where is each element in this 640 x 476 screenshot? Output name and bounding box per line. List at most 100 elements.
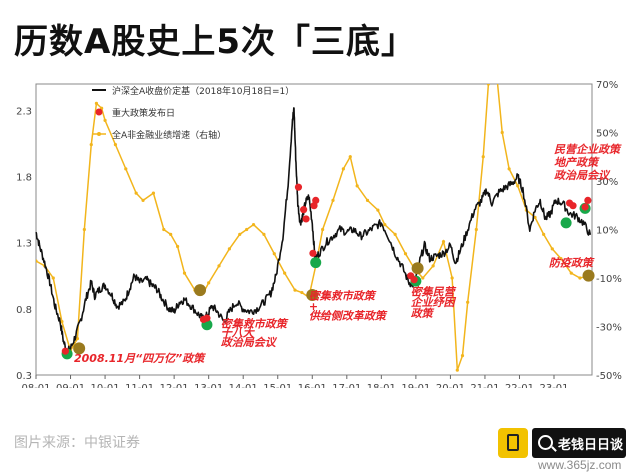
x-tick-label: 22-01 <box>505 383 534 388</box>
x-tick-label: 10-01 <box>91 383 120 388</box>
market-bottom-dot <box>560 217 572 229</box>
legend-label: 沪深全A收盘价定基（2018年10月18日=1） <box>112 85 294 97</box>
credit-growth-point <box>450 276 454 280</box>
credit-growth-point <box>550 247 554 251</box>
y-right-tick-label: 70% <box>596 80 618 91</box>
x-tick-label: 20-01 <box>436 383 465 388</box>
credit-growth-point <box>393 232 397 236</box>
credit-growth-point <box>321 227 325 232</box>
credit-growth-point <box>124 167 128 171</box>
policy-date-dot <box>203 314 211 322</box>
x-tick-label: 16-01 <box>298 383 327 388</box>
credit-growth-point <box>217 264 221 268</box>
y-left-tick-label: 2.3 <box>16 106 32 117</box>
credit-bottom-dot <box>582 269 595 282</box>
market-bottom-dot <box>310 257 322 269</box>
x-tick-label: 18-01 <box>367 383 396 388</box>
credit-growth-point <box>460 354 465 358</box>
x-tick-label: 12-01 <box>160 383 189 388</box>
brand-name-box: 老钱日日谈 <box>532 428 626 458</box>
policy-date-dot <box>302 215 310 223</box>
credit-growth-point <box>300 290 304 295</box>
credit-growth-point <box>376 208 380 212</box>
credit-growth-point <box>474 227 478 232</box>
credit-growth-point <box>51 276 55 280</box>
policy-date-dot <box>294 183 303 191</box>
brand-badge: 老钱日日谈 <box>498 428 628 458</box>
y-right-tick-label: -10% <box>596 274 622 285</box>
credit-growth-point <box>75 337 80 341</box>
credit-growth-point <box>466 300 470 304</box>
plot-frame <box>35 83 593 376</box>
credit-growth-point <box>421 276 425 280</box>
credit-growth-point <box>238 232 242 236</box>
y-right-tick-label: -50% <box>596 371 622 382</box>
x-tick-label: 17-01 <box>332 383 361 388</box>
credit-growth-point <box>431 264 435 268</box>
credit-growth-point <box>245 227 249 232</box>
y-left-tick-label: 1.3 <box>16 239 32 250</box>
credit-growth-point <box>36 259 38 263</box>
chart-annotations: 2008.11月“四万亿”政策密集救市政策十八大政治局会议密集救市政策+供给侧改… <box>74 143 622 365</box>
credit-growth-point <box>82 227 86 232</box>
policy-date-dot <box>569 202 577 210</box>
credit-growth-point <box>578 276 582 280</box>
policy-annotation: 2008.11月“四万亿”政策 <box>74 352 206 365</box>
credit-growth-line <box>36 84 591 371</box>
y-left-tick-label: 0.3 <box>16 371 32 382</box>
search-icon <box>538 435 553 450</box>
legend-dot-swatch <box>97 132 101 136</box>
credit-growth-point <box>293 288 297 292</box>
credit-growth-point <box>141 198 145 202</box>
credit-bottom-dot <box>306 288 319 301</box>
credit-growth-point <box>383 223 387 227</box>
credit-growth-point <box>365 198 370 202</box>
y-left-tick-label: 0.8 <box>16 305 32 316</box>
credit-growth-point <box>341 167 345 171</box>
policy-date-dot <box>309 249 317 257</box>
credit-growth-point <box>348 155 352 159</box>
x-tick-label: 08-01 <box>21 383 50 388</box>
policy-annotation: 政治局会议 <box>221 336 278 349</box>
credit-growth-point <box>60 320 64 324</box>
credit-growth-point <box>441 240 446 244</box>
chart: 0.3 0.8 1.3 1.8 2.3 -50% -30% -10% 10% 30% 50% 70% 0… <box>16 80 622 388</box>
watermark: www.365jz.com <box>538 458 622 472</box>
credit-growth-point <box>486 84 490 86</box>
credit-growth-point <box>455 368 459 372</box>
credit-bottom-dot <box>411 262 424 275</box>
credit-bottom-dot <box>194 284 207 297</box>
legend-label: 全A非金融业绩增速（右轴） <box>112 129 226 141</box>
credit-growth-point <box>262 232 266 236</box>
y-left-tick-label: 1.8 <box>16 173 32 184</box>
credit-growth-point <box>251 223 256 227</box>
legend-dot-swatch <box>95 108 103 116</box>
y-right-tick-label: 10% <box>596 226 618 237</box>
credit-growth-point <box>162 227 166 232</box>
credit-growth-point <box>272 252 276 256</box>
policy-annotation: 政治局会议 <box>554 169 611 182</box>
policy-annotation: 密集救市政策 <box>221 317 289 330</box>
policy-annotation: 政策 <box>411 307 435 320</box>
credit-growth-point <box>481 155 485 159</box>
policy-date-dot <box>300 206 308 214</box>
policy-annotation: 密集民营 <box>411 286 457 299</box>
policy-annotation: + <box>309 300 318 313</box>
x-tick-label: 11-01 <box>125 383 154 388</box>
marker-dots <box>61 183 595 360</box>
brand-name: 老钱日日谈 <box>558 438 624 453</box>
y-right-tick-label: 30% <box>596 177 618 188</box>
policy-annotation: 十八大 <box>221 327 256 340</box>
policy-date-dot <box>410 276 418 284</box>
credit-growth-point <box>134 191 138 195</box>
credit-growth-point <box>113 143 118 147</box>
y-right-tick-label: 50% <box>596 129 618 140</box>
x-tick-label: 09-01 <box>56 383 85 388</box>
credit-growth-point <box>533 215 537 219</box>
x-tick-label: 23-01 <box>539 383 568 388</box>
chart-legend: 沪深全A收盘价定基（2018年10月18日=1） 重大政策发布日全A非金融业绩增速… <box>92 85 294 141</box>
x-tick-label: 14-01 <box>229 383 258 388</box>
source-note: 图片来源：中银证券 <box>14 435 140 451</box>
credit-growth-point <box>403 252 408 256</box>
index-series <box>35 107 592 356</box>
